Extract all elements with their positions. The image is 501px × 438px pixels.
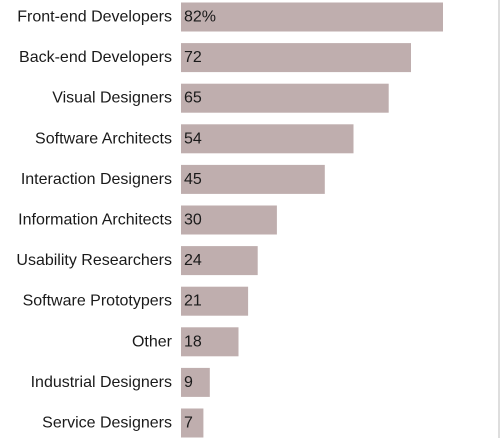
bar-10 [181,408,204,438]
bar-7 [181,286,249,316]
bars-group [181,2,443,438]
category-label-8: Other [132,333,173,350]
value-label-0: 82% [184,9,216,26]
value-label-8: 18 [184,333,202,350]
bar-3 [181,124,354,154]
category-label-4: Interaction Designers [21,171,172,188]
value-label-7: 21 [184,293,202,310]
bar-1 [181,43,411,73]
bar-8 [181,327,239,357]
bar-9 [181,367,210,397]
bar-6 [181,246,258,276]
value-label-10: 7 [184,415,193,432]
value-label-3: 54 [184,130,202,147]
category-label-9: Industrial Designers [31,374,172,391]
value-label-2: 65 [184,90,202,107]
value-label-5: 30 [184,212,202,229]
category-labels-group: Front-end Developers Back-end Developers V… [16,9,172,432]
value-label-1: 72 [184,49,202,66]
value-labels-group: 82% 72 65 54 45 30 24 21 18 9 7 [184,9,216,432]
value-label-9: 9 [184,374,193,391]
category-label-6: Usability Researchers [16,252,172,269]
category-label-0: Front-end Developers [17,9,172,26]
bar-5 [181,205,277,235]
category-label-7: Software Prototypers [23,293,172,310]
category-label-2: Visual Designers [52,90,172,107]
value-label-6: 24 [184,252,202,269]
bar-4 [181,164,325,194]
category-label-10: Service Designers [42,415,172,432]
bar-0 [181,2,443,32]
category-label-5: Information Architects [18,212,172,229]
bar-2 [181,83,389,113]
value-label-4: 45 [184,171,202,188]
category-label-1: Back-end Developers [19,49,172,66]
category-label-3: Software Architects [35,130,172,147]
